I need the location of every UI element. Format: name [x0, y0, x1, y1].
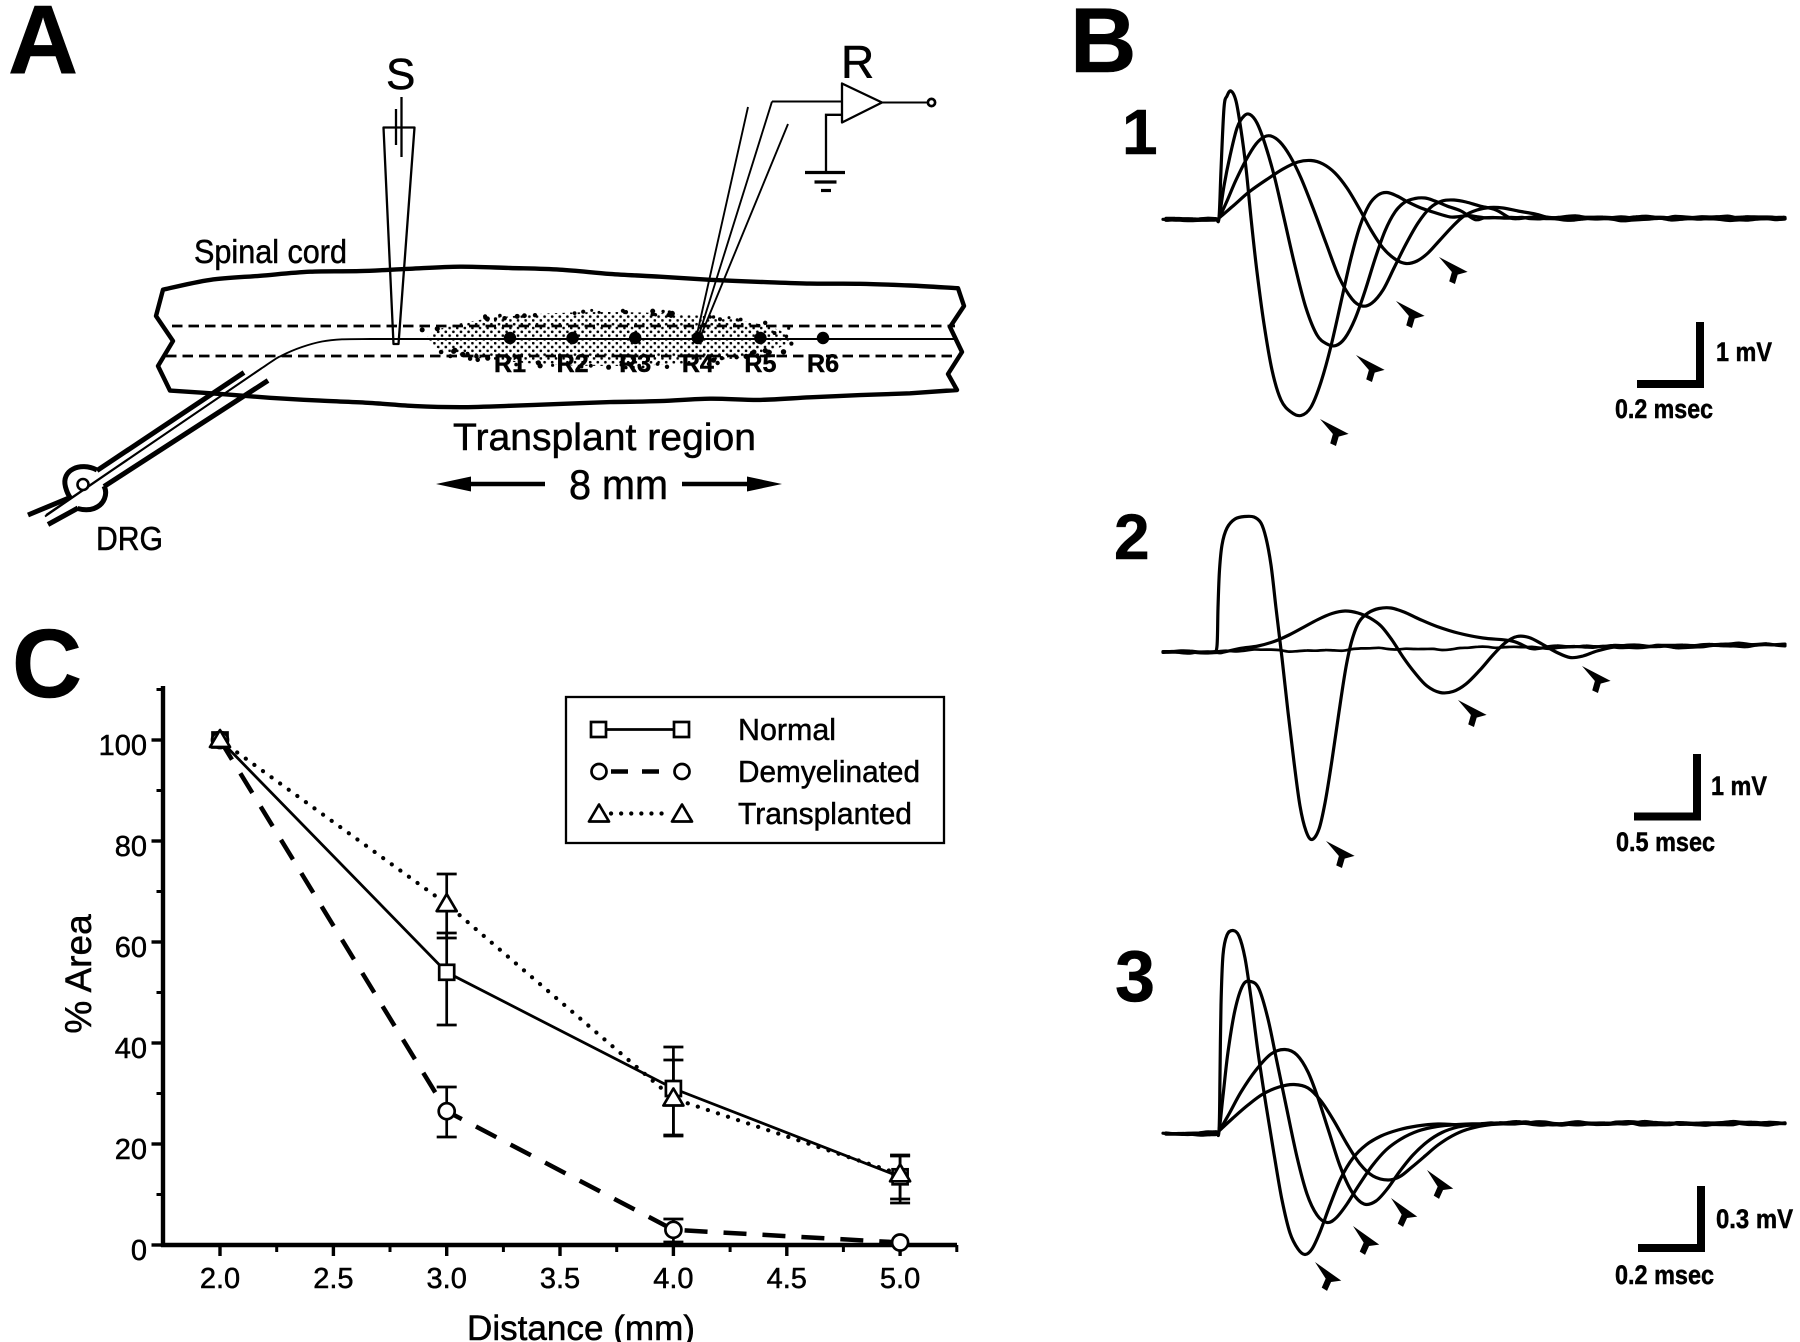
- svg-text:0.5 msec: 0.5 msec: [1616, 827, 1715, 857]
- svg-text:0.2 msec: 0.2 msec: [1615, 394, 1713, 424]
- svg-text:Transplanted: Transplanted: [738, 796, 912, 831]
- svg-text:2.5: 2.5: [313, 1263, 353, 1295]
- svg-text:Demyelinated: Demyelinated: [738, 754, 920, 789]
- svg-text:R2: R2: [557, 350, 589, 378]
- svg-text:0.2 msec: 0.2 msec: [1615, 1260, 1714, 1290]
- svg-text:1: 1: [1122, 96, 1158, 168]
- svg-text:C: C: [12, 609, 82, 718]
- svg-text:2: 2: [1114, 501, 1150, 573]
- svg-text:B: B: [1070, 0, 1136, 92]
- svg-text:% Area: % Area: [58, 914, 99, 1034]
- svg-text:2.0: 2.0: [200, 1263, 240, 1295]
- svg-text:3.0: 3.0: [427, 1263, 467, 1295]
- svg-text:4.0: 4.0: [653, 1263, 693, 1295]
- svg-text:A: A: [8, 0, 78, 94]
- svg-text:R6: R6: [807, 350, 839, 378]
- svg-text:Transplant region: Transplant region: [453, 417, 756, 459]
- svg-text:0: 0: [131, 1235, 147, 1267]
- svg-text:Spinal cord: Spinal cord: [194, 233, 347, 270]
- svg-text:Distance (mm): Distance (mm): [467, 1309, 695, 1342]
- svg-text:80: 80: [115, 831, 147, 863]
- svg-text:S: S: [386, 50, 415, 99]
- svg-text:1 mV: 1 mV: [1716, 337, 1772, 367]
- svg-text:R3: R3: [619, 350, 651, 378]
- svg-text:4.5: 4.5: [767, 1263, 807, 1295]
- svg-text:R4: R4: [682, 350, 714, 378]
- svg-text:8 mm: 8 mm: [569, 461, 668, 508]
- svg-text:60: 60: [115, 932, 147, 964]
- svg-text:20: 20: [115, 1134, 147, 1166]
- svg-text:0.3 mV: 0.3 mV: [1716, 1204, 1793, 1234]
- svg-text:R: R: [841, 36, 874, 88]
- svg-text:Normal: Normal: [738, 712, 836, 747]
- svg-text:40: 40: [115, 1033, 147, 1065]
- svg-text:5.0: 5.0: [880, 1263, 920, 1295]
- svg-text:R1: R1: [494, 350, 526, 378]
- svg-text:3.5: 3.5: [540, 1263, 580, 1295]
- svg-text:1 mV: 1 mV: [1711, 771, 1767, 801]
- svg-text:100: 100: [99, 730, 147, 762]
- svg-text:DRG: DRG: [96, 520, 163, 557]
- svg-text:R5: R5: [744, 350, 776, 378]
- svg-text:3: 3: [1115, 937, 1155, 1017]
